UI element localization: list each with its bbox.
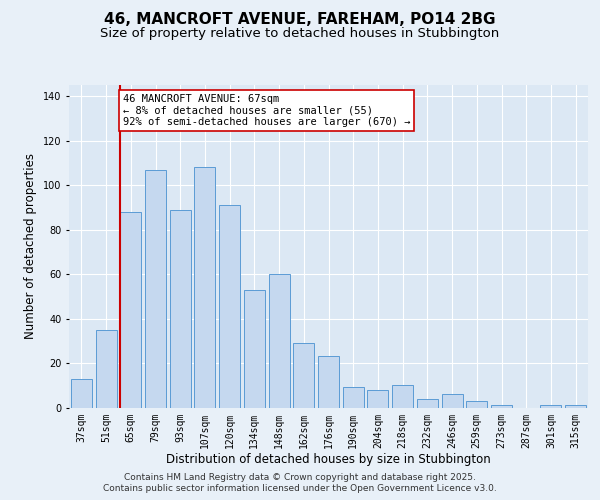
Bar — [244, 290, 265, 408]
Bar — [219, 205, 240, 408]
Bar — [466, 401, 487, 407]
Bar — [417, 398, 438, 407]
Text: 46, MANCROFT AVENUE, FAREHAM, PO14 2BG: 46, MANCROFT AVENUE, FAREHAM, PO14 2BG — [104, 12, 496, 28]
Text: Size of property relative to detached houses in Stubbington: Size of property relative to detached ho… — [100, 28, 500, 40]
Text: Contains HM Land Registry data © Crown copyright and database right 2025.: Contains HM Land Registry data © Crown c… — [124, 472, 476, 482]
Bar — [392, 386, 413, 407]
Bar — [565, 406, 586, 407]
Bar — [120, 212, 141, 408]
Bar — [343, 388, 364, 407]
X-axis label: Distribution of detached houses by size in Stubbington: Distribution of detached houses by size … — [166, 453, 491, 466]
Y-axis label: Number of detached properties: Number of detached properties — [25, 153, 37, 339]
Bar — [71, 378, 92, 408]
Bar — [318, 356, 339, 408]
Text: Contains public sector information licensed under the Open Government Licence v3: Contains public sector information licen… — [103, 484, 497, 493]
Bar — [95, 330, 116, 407]
Bar — [442, 394, 463, 407]
Bar — [293, 343, 314, 407]
Bar — [367, 390, 388, 407]
Bar — [194, 168, 215, 408]
Bar — [269, 274, 290, 407]
Bar — [145, 170, 166, 408]
Bar — [541, 406, 562, 407]
Bar — [170, 210, 191, 408]
Bar — [491, 406, 512, 407]
Text: 46 MANCROFT AVENUE: 67sqm
← 8% of detached houses are smaller (55)
92% of semi-d: 46 MANCROFT AVENUE: 67sqm ← 8% of detach… — [123, 94, 410, 127]
